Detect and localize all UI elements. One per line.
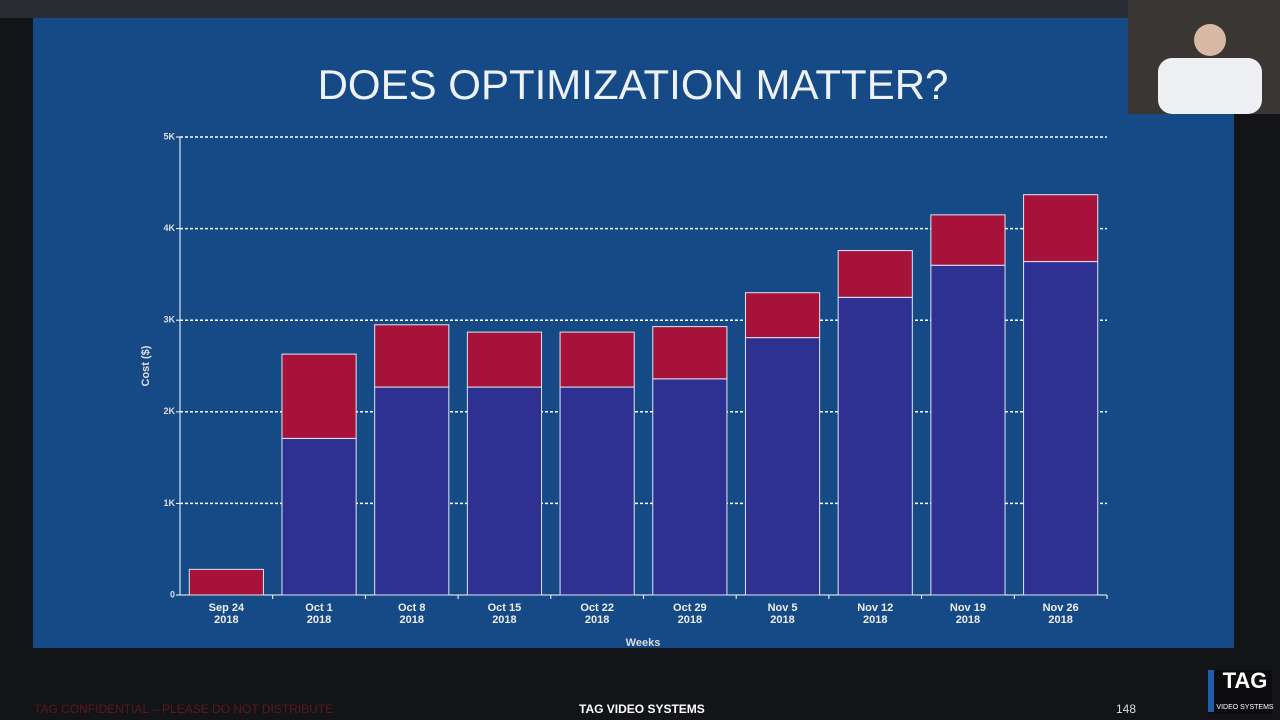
logo-box [1208,670,1272,714]
bar-segment [930,264,1006,596]
logo-tagline: VIDEO SYSTEMS [1216,704,1274,711]
logo-name: TAG [1223,668,1268,693]
bar-segment [652,378,728,596]
x-tick-label: Oct 22 2018 [580,602,614,626]
page-number: 148 [1116,702,1137,716]
presenter-head [1194,24,1226,56]
x-tick-label: Nov 12 2018 [857,602,894,626]
x-tick-label: Nov 19 2018 [949,602,986,626]
bar-segment [744,292,821,339]
y-tick-label: 5K [163,131,175,141]
bar-segment [1023,194,1099,263]
bar-segment [930,214,1006,266]
y-tick-label: 0 [170,589,175,599]
company-name: TAG VIDEO SYSTEMS [579,702,705,716]
bar-segment [374,324,450,388]
x-tick-label: Sep 24 2018 [208,602,245,626]
studio-backdrop [0,0,1280,18]
x-tick-label: Oct 15 2018 [487,602,522,626]
bar-segment [744,337,821,596]
confidential-note: TAG CONFIDENTIAL – PLEASE DO NOT DISTRIB… [34,702,334,716]
x-tick-label: Nov 5 2018 [767,602,798,626]
x-axis-label: Weeks [626,637,661,649]
bar-segment [374,386,450,596]
bar-segment [559,331,635,388]
bar-segment [281,353,357,439]
x-tick-label: Oct 1 2018 [305,602,333,626]
y-tick-label: 2K [163,406,175,416]
bar-segment [559,386,635,596]
y-tick-label: 3K [163,315,175,325]
bar-segment [466,386,543,596]
presenter-body [1158,58,1262,114]
bar-segment [188,568,264,596]
logo-bar [1208,670,1214,712]
bar-segment [466,331,543,388]
bar-segment [652,326,728,380]
y-tick-label: 1K [163,498,175,508]
bar-segment [1023,261,1099,596]
y-axis-label: Cost ($) [140,345,152,386]
bar-segment [837,296,913,596]
bar-segment [281,437,357,596]
x-tick-label: Oct 8 2018 [397,602,426,626]
x-tick-label: Oct 29 2018 [673,602,707,626]
chart-title: DOES OPTIMIZATION MATTER? [318,61,949,108]
y-tick-label: 4K [163,223,175,233]
bar-segment [837,250,913,298]
x-tick-label: Nov 26 2018 [1042,602,1079,626]
